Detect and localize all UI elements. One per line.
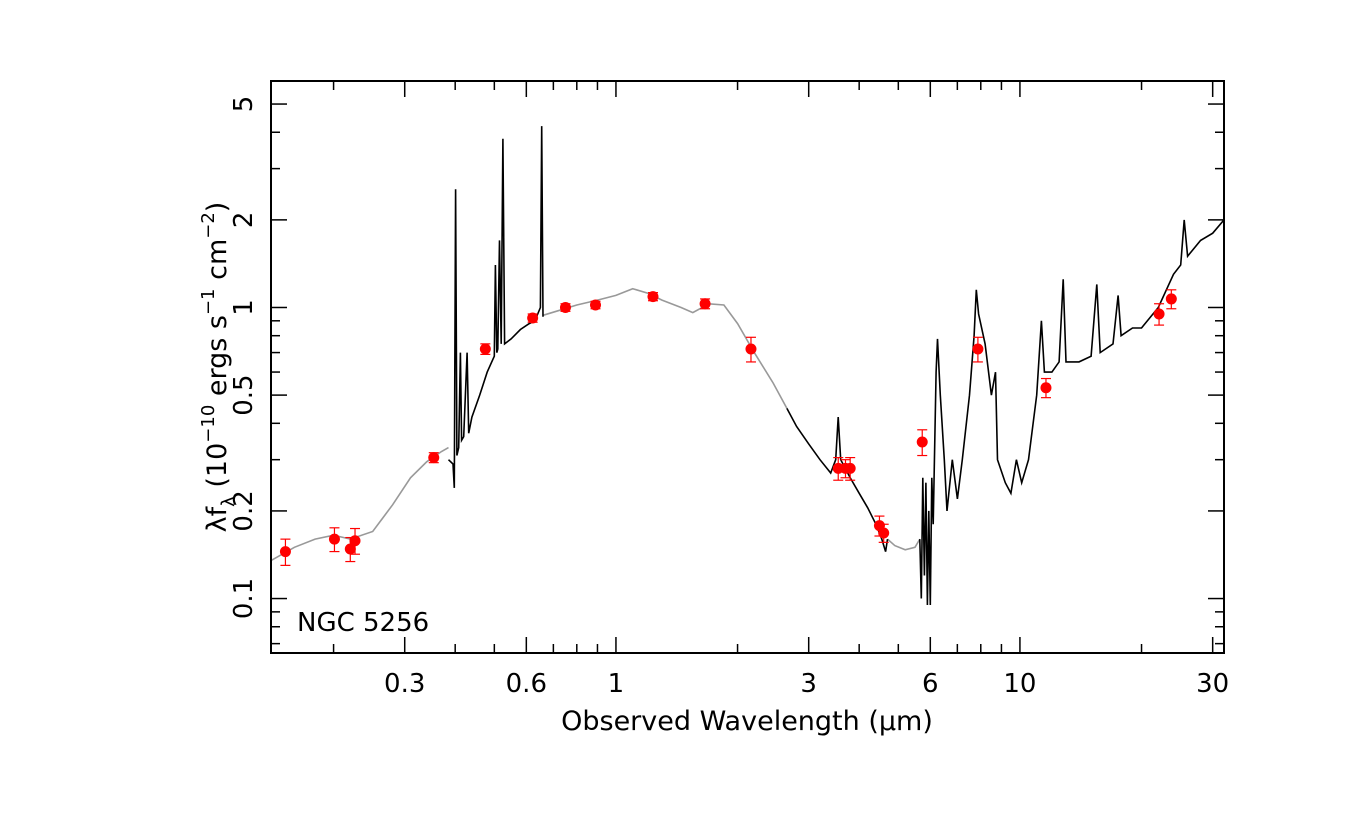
data-point-11: [745, 343, 757, 355]
data-point-3: [349, 535, 361, 547]
photometry-points: [279, 289, 1177, 566]
data-point-8: [590, 299, 602, 311]
y-tick-label-1: 0.2: [229, 490, 259, 531]
data-point-1: [328, 533, 340, 545]
data-point-0: [279, 546, 291, 558]
y-tick-label-0: 0.1: [229, 578, 259, 619]
x-tick-label-4: 6: [922, 669, 939, 699]
y-tick-label-2: 0.5: [229, 374, 259, 415]
x-tick-label-1: 0.6: [506, 669, 547, 699]
data-point-16: [878, 527, 890, 539]
x-tick-label-0: 0.3: [384, 669, 425, 699]
y-tick-label-4: 2: [229, 212, 259, 229]
data-point-4: [428, 452, 440, 464]
data-point-18: [972, 343, 984, 355]
observed-spectrum: [447, 126, 1225, 606]
y-axis-label: λfλ (10−10 ergs s−1 cm−2): [198, 202, 239, 533]
annotation-label: NGC 5256: [297, 608, 429, 638]
model-line-0: [270, 446, 449, 562]
data-point-17: [916, 436, 928, 448]
observed-line-2: [919, 219, 1225, 606]
data-point-7: [559, 301, 571, 313]
plot-frame: [270, 80, 1225, 654]
y-tick-label-3: 1: [229, 299, 259, 316]
axis-ticks: [271, 80, 1224, 653]
y-tick-label-5: 5: [229, 96, 259, 113]
y-tick-labels: 0.1 0.2 0.5 1 2 5: [229, 96, 259, 619]
observed-line-0: [447, 126, 544, 488]
data-point-21: [1165, 293, 1177, 305]
model-line-1: [542, 287, 788, 409]
x-tick-label-3: 3: [800, 669, 817, 699]
data-point-5: [479, 343, 491, 355]
x-tick-label-5: 10: [1003, 669, 1036, 699]
data-point-14: [844, 462, 856, 474]
data-point-20: [1153, 308, 1165, 320]
x-tick-labels: 0.3 0.6 1 3 6 10 30: [384, 669, 1229, 699]
x-tick-label-6: 30: [1196, 669, 1229, 699]
data-point-19: [1040, 382, 1052, 394]
data-point-6: [527, 312, 539, 324]
data-point-10: [699, 298, 711, 310]
data-point-9: [647, 291, 659, 303]
model-spectrum: [270, 287, 921, 562]
data-point-2: [344, 543, 356, 555]
x-axis-label: Observed Wavelength (μm): [561, 706, 933, 737]
x-tick-label-2: 1: [608, 669, 625, 699]
model-line-2: [886, 538, 921, 551]
